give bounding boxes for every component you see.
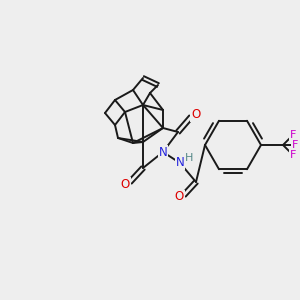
Text: O: O xyxy=(191,109,201,122)
Text: F: F xyxy=(292,140,298,150)
Text: O: O xyxy=(120,178,130,190)
Text: N: N xyxy=(159,146,167,158)
Text: H: H xyxy=(185,153,193,163)
Text: F: F xyxy=(290,150,296,160)
Text: N: N xyxy=(176,157,184,169)
Text: O: O xyxy=(174,190,184,203)
Text: F: F xyxy=(290,130,296,140)
